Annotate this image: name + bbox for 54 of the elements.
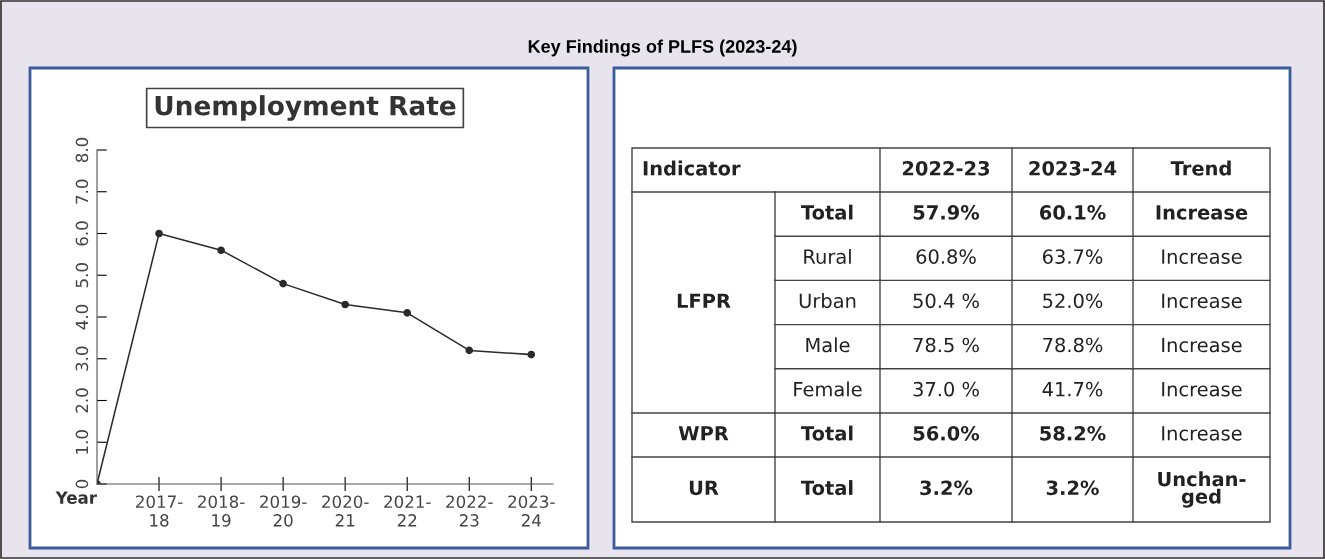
x-tick-label: 2019- 20	[260, 495, 307, 527]
text: 78.8%	[1043, 337, 1103, 353]
y-tick-label: 5.0	[75, 263, 89, 288]
text: 58.2%	[1040, 425, 1106, 441]
y-tick-label: 6.0	[75, 221, 89, 246]
y-tick-label: 7.0	[75, 179, 89, 204]
text: Female	[794, 381, 862, 397]
y-tick-label: 3.0	[75, 346, 89, 371]
text: Total	[801, 425, 853, 441]
text: 63.7%	[1042, 249, 1103, 264]
x-tick-label: 2020- 21	[322, 495, 369, 527]
text: 78.5 %	[913, 337, 979, 353]
y-tick-label: 0	[75, 479, 89, 489]
chart-subtitle: Unemployment Rate	[155, 95, 456, 121]
text: Key Findings of PLFS (2023-24)	[528, 39, 797, 57]
text: Increase	[1162, 337, 1242, 353]
text: Increase	[1162, 249, 1242, 264]
y-tick-label: 8.0	[75, 137, 89, 163]
text: 2022-23	[902, 160, 990, 176]
text: 41.7%	[1042, 381, 1103, 397]
x-tick-label: 2017- 18	[136, 495, 183, 527]
text: Total	[801, 204, 853, 220]
text: Increase	[1162, 293, 1242, 309]
text: 57.9%	[913, 205, 980, 220]
text: Increase	[1156, 205, 1248, 220]
x-tick-label: 2018- 19	[198, 495, 245, 527]
x-axis-title: Year	[55, 491, 97, 504]
y-tick-label: 4.0	[75, 304, 89, 330]
text: 3.2%	[920, 480, 973, 496]
y-tick-label: 1.0	[75, 430, 89, 454]
text: 37.0 %	[913, 381, 979, 397]
text: Increase	[1162, 426, 1242, 441]
text: Male	[806, 337, 850, 353]
text: 52.0%	[1043, 293, 1103, 309]
text: Increase	[1162, 382, 1242, 397]
text: 3.2%	[1046, 480, 1099, 496]
x-tick-label: 2022- 23	[446, 495, 493, 527]
text: 2023-24	[1029, 160, 1117, 176]
text: LFPR	[677, 293, 731, 308]
text: 60.1%	[1039, 205, 1106, 220]
text: WPR	[678, 426, 729, 441]
text: 60.8%	[916, 249, 976, 264]
text: UR	[689, 480, 719, 496]
text: 50.4 %	[913, 293, 979, 309]
x-tick-label: 2023- 24	[508, 495, 555, 527]
y-tick-label: 2.0	[75, 388, 89, 413]
text: Urban	[799, 293, 856, 309]
text: Unchan- ged	[1158, 471, 1246, 508]
text: Trend	[1170, 160, 1231, 176]
text: Rural	[804, 248, 851, 264]
text: Indicator	[643, 160, 741, 176]
text: Total	[801, 480, 853, 496]
text: 56.0%	[913, 425, 980, 441]
x-tick-label: 2021- 22	[384, 495, 431, 527]
